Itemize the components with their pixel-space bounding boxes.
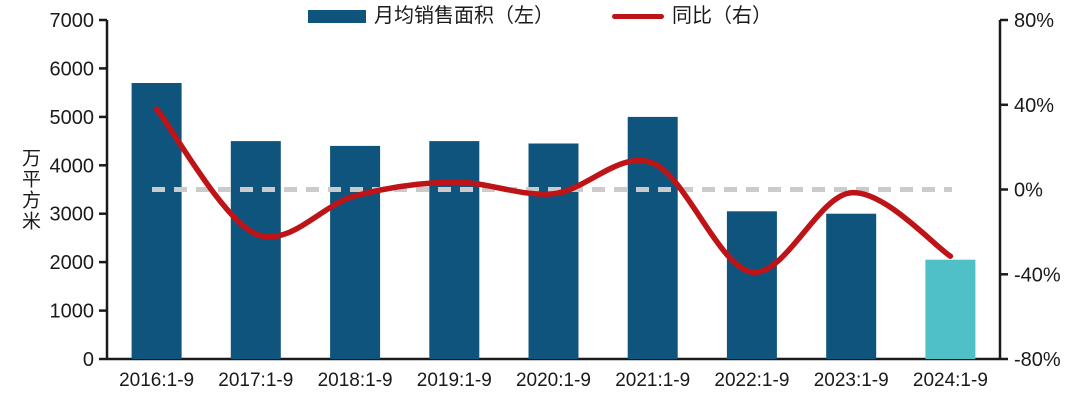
bar-2022:1-9 [726,211,777,359]
right-axis-tick-label: 40% [1014,95,1054,117]
x-axis: 2016:1-9 2017:1-9 2018:1-9 2019:1-9 2020:1-9… [107,357,1000,391]
left-axis: 0 1000 2000 3000 4000 5000 6000 7000 [50,10,109,371]
bar-2018:1-9 [330,145,381,359]
x-axis-category-label: 2022:1-9 [714,370,789,391]
x-axis-category-label: 2016:1-9 [119,370,194,391]
yoy-line [153,106,954,275]
legend-line-label: 同比（右） [672,5,772,27]
x-axis-category-label: 2017:1-9 [218,370,293,391]
left-axis-tick-label: 0 [83,349,94,371]
x-axis-category-label: 2019:1-9 [417,370,492,391]
legend-line-swatch [612,13,664,19]
right-axis-tick-label: -80% [1014,349,1061,371]
right-axis-tick-label: -40% [1014,264,1061,286]
left-axis-tick-label: 6000 [50,58,95,80]
legend-item-sales-area: 月均销售面积（左） [308,4,554,28]
y-axis-title: 万平方米 [19,148,40,232]
legend: 月均销售面积（左） 同比（右） [0,4,1080,28]
right-axis: -80% -40% 0% 40% 80% [998,10,1061,371]
bar-2016:1-9 [131,83,182,359]
left-axis-tick-label: 4000 [50,155,95,177]
bar-2024:1-9 [925,259,976,359]
left-axis-tick-label: 5000 [50,107,95,129]
x-axis-category-label: 2018:1-9 [318,370,393,391]
yoy-line-path [153,106,954,275]
x-axis-category-label: 2021:1-9 [615,370,690,391]
bar-2020:1-9 [528,143,579,359]
bar-2023:1-9 [826,213,877,359]
bar-2017:1-9 [230,141,281,359]
legend-bar-label: 月均销售面积（左） [374,5,554,27]
x-axis-category-label: 2020:1-9 [516,370,591,391]
x-axis-category-label: 2023:1-9 [814,370,889,391]
left-axis-tick-label: 7000 [50,10,95,32]
right-axis-tick-label: 80% [1014,10,1054,32]
bars [131,83,976,360]
legend-item-yoy: 同比（右） [612,4,772,28]
bar-2021:1-9 [627,116,678,360]
left-axis-tick-label: 3000 [50,204,95,226]
left-axis-tick-label: 1000 [50,301,95,323]
legend-bar-swatch [308,9,366,23]
left-axis-tick-label: 2000 [50,252,95,274]
right-axis-tick-label: 0% [1014,180,1043,202]
bar-2019:1-9 [429,141,480,359]
x-axis-category-label: 2024:1-9 [913,370,988,391]
